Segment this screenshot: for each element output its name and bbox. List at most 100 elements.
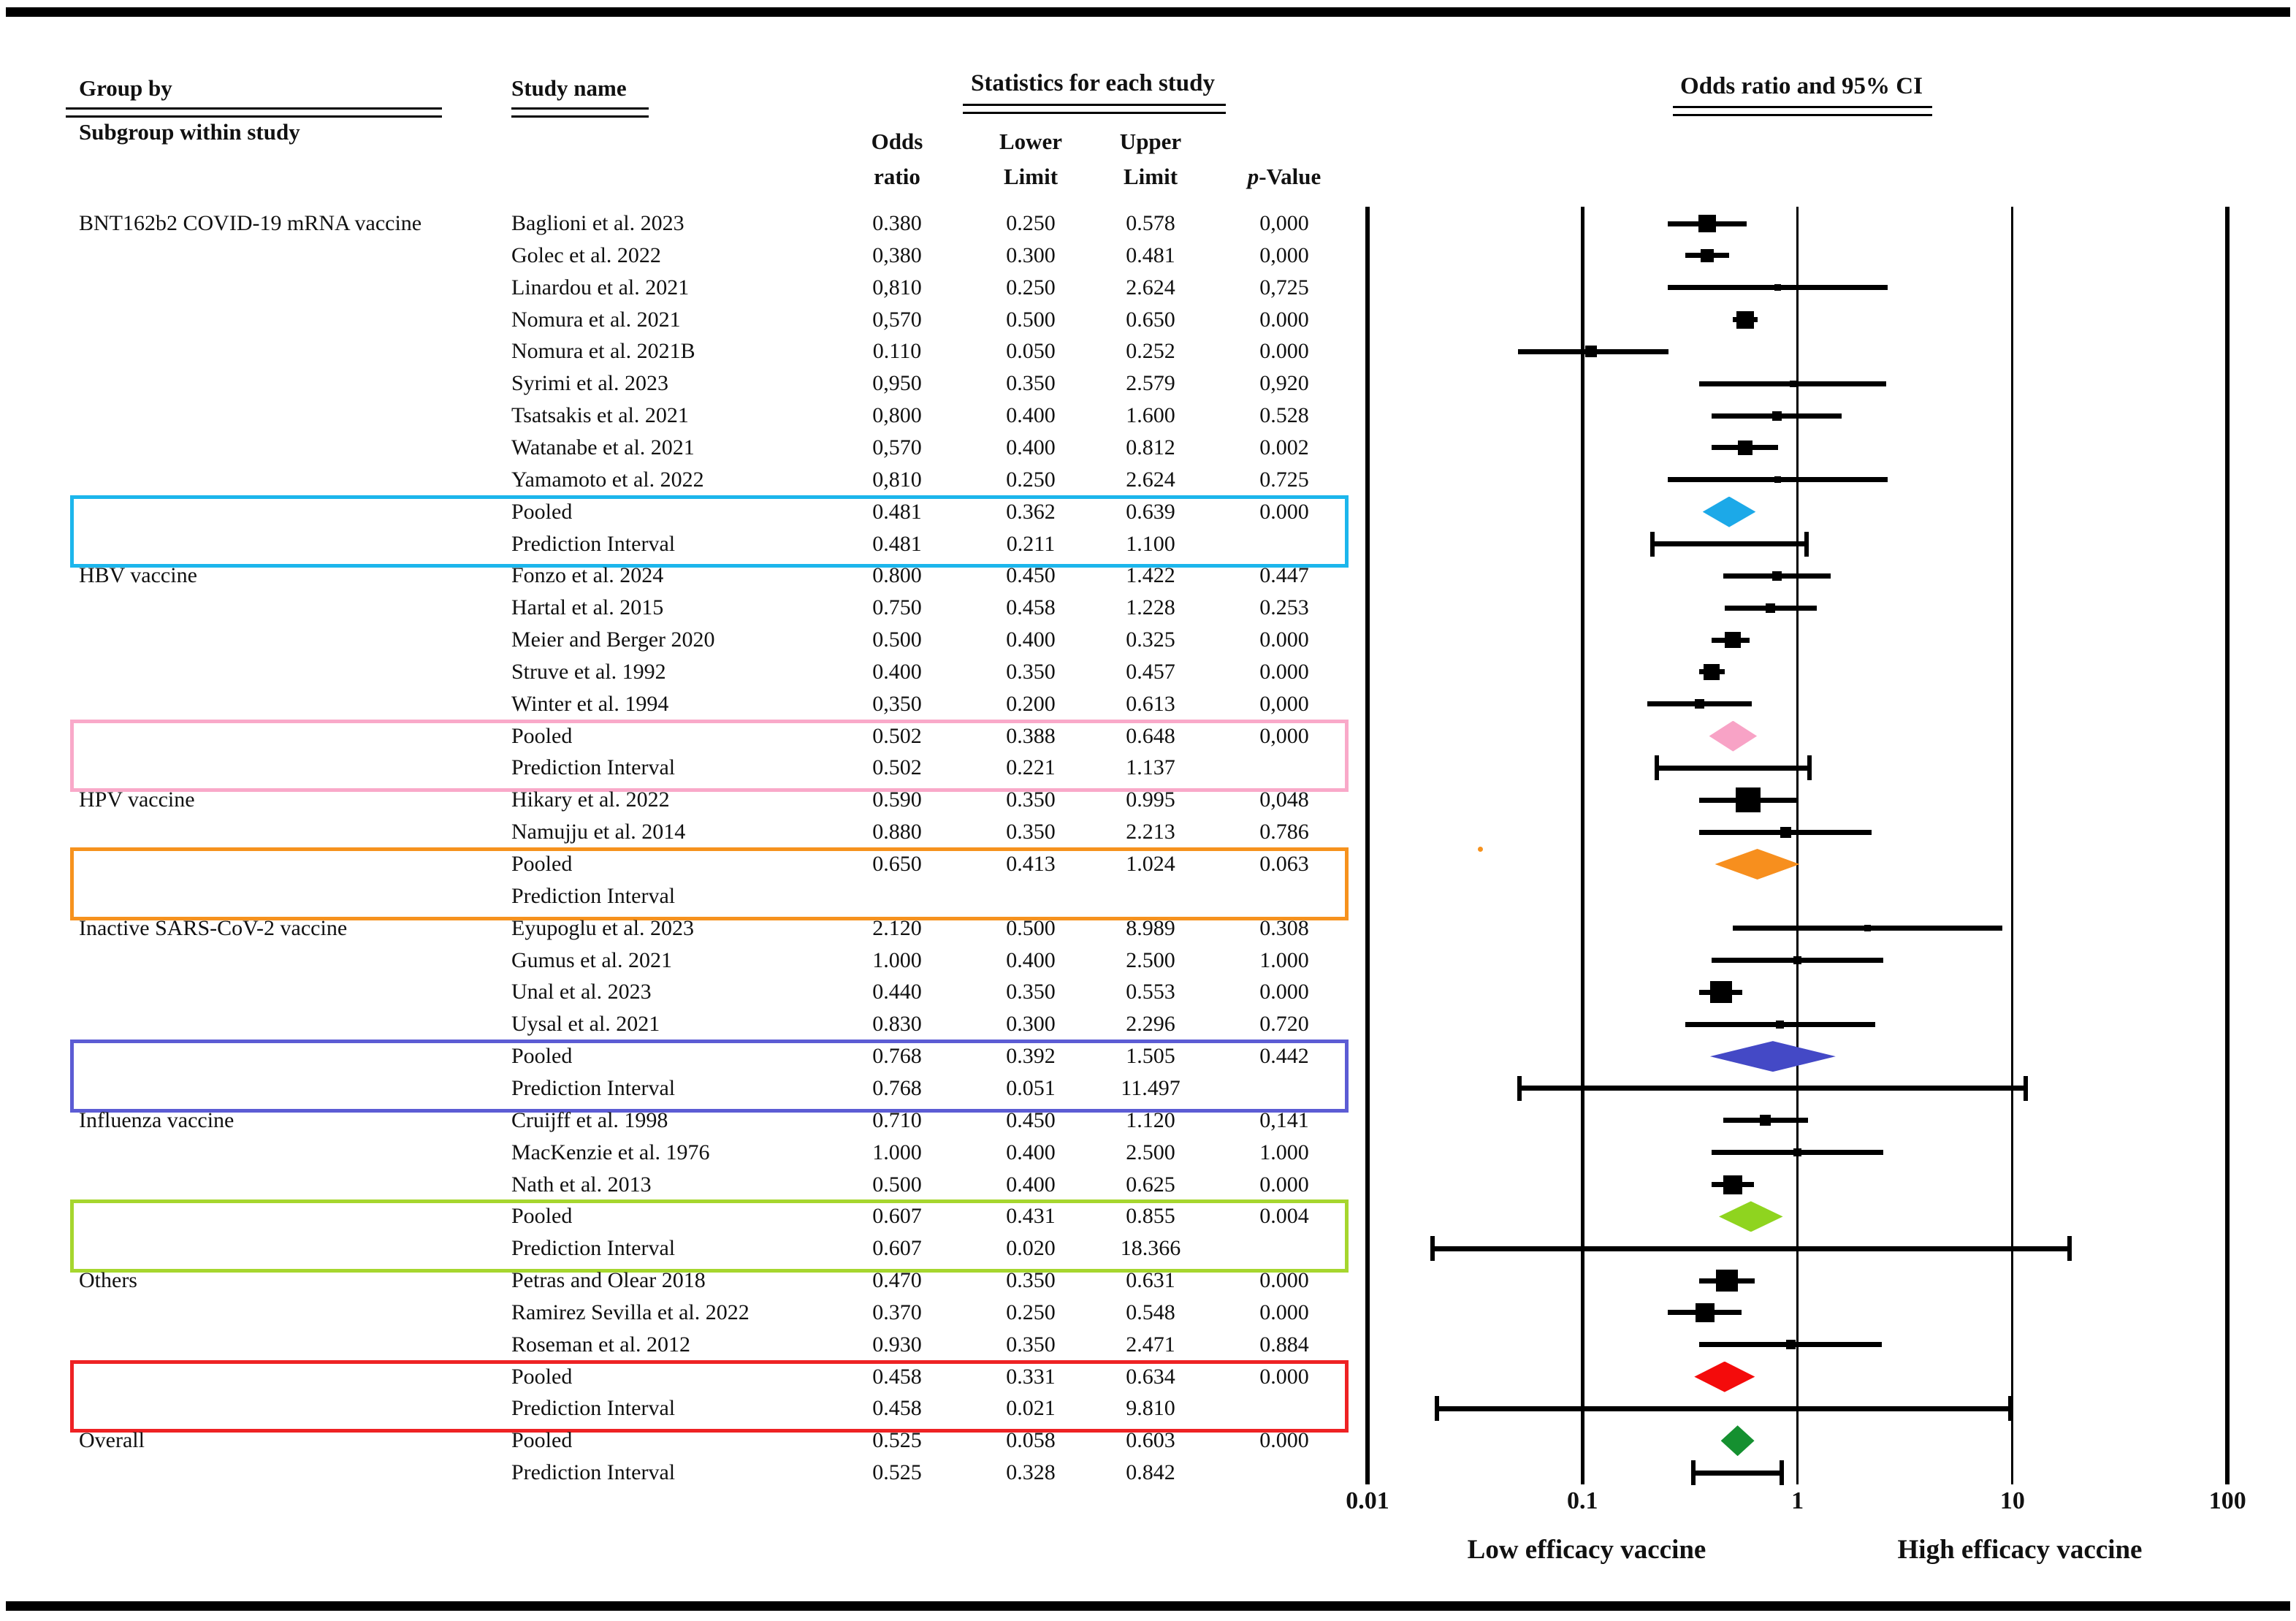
odds-ratio-cell: 0.458 (872, 1364, 922, 1389)
lower-limit-cell: 0.050 (1006, 339, 1056, 364)
study-label: Namujju et al. 2014 (511, 820, 686, 844)
upper-limit-cell: 1.600 (1126, 403, 1175, 428)
group-by-header: Group by (79, 75, 172, 101)
upper-limit-cell: 1.422 (1126, 563, 1175, 588)
odds-ratio-cell: 0.500 (872, 628, 922, 652)
p-value-cell: 0.004 (1259, 1204, 1309, 1229)
upper-limit-cell: 8.989 (1126, 915, 1175, 940)
odds-ratio-cell: 0.500 (872, 1172, 922, 1197)
study-label: Prediction Interval (511, 1460, 676, 1485)
study-point-square (1771, 411, 1782, 421)
bottom-border-bar (6, 1601, 2290, 1611)
odds-ratio-cell: 0.768 (872, 1075, 922, 1100)
study-name-header: Study name (511, 75, 627, 101)
group-label: BNT162b2 COVID-19 mRNA vaccine (79, 211, 422, 235)
odds-ratio-cell: 0.607 (872, 1204, 922, 1229)
odds-ratio-cell: 0.370 (872, 1300, 922, 1324)
upper-limit-cell: 2.296 (1126, 1012, 1175, 1037)
tick-label-0.01: 0.01 (1346, 1487, 1389, 1514)
low-efficacy-caption: Low efficacy vaccine (1467, 1535, 1706, 1565)
upper-header-line2: Limit (1123, 164, 1178, 189)
stats-title: Statistics for each study (971, 70, 1215, 96)
lower-limit-cell: 0.458 (1006, 595, 1056, 620)
upper-limit-cell: 2.500 (1126, 1140, 1175, 1164)
study-label: Pooled (511, 852, 573, 876)
p-value-cell: 0,000 (1259, 723, 1309, 748)
tick-label-10: 10 (1999, 1487, 2025, 1514)
p-value-cell: 0.000 (1259, 1364, 1309, 1389)
study-label: Roseman et al. 2012 (511, 1332, 690, 1357)
group-label: Overall (79, 1428, 145, 1453)
p-value-header-rest: -Value (1259, 164, 1321, 189)
p-value-cell: 0,725 (1259, 275, 1309, 300)
study-label: Pooled (511, 1428, 573, 1453)
odds-ratio-cell: 0,350 (872, 691, 922, 716)
p-value-cell: 0.063 (1259, 852, 1309, 876)
upper-limit-cell: 0.855 (1126, 1204, 1175, 1229)
odds-ratio-cell: 0.930 (872, 1332, 922, 1357)
study-label: MacKenzie et al. 1976 (511, 1140, 710, 1164)
group-summary-box (70, 1040, 1349, 1113)
study-label: Struve et al. 1992 (511, 659, 666, 684)
upper-limit-cell: 0.603 (1126, 1428, 1175, 1453)
pooled-diamond (1709, 1041, 1836, 1072)
p-value-cell: 0.442 (1259, 1044, 1309, 1069)
p-value-cell: 0.000 (1259, 499, 1309, 524)
lower-header-line2: Limit (1003, 164, 1059, 189)
gridline-0.1 (1580, 207, 1584, 1484)
upper-limit-cell: 0.842 (1126, 1460, 1175, 1485)
p-value-cell: 0.725 (1259, 467, 1309, 492)
study-label: Syrimi et al. 2023 (511, 371, 668, 396)
study-point-square (1774, 284, 1782, 291)
prediction-interval-cap-right (1807, 755, 1812, 781)
study-point-square (1723, 1175, 1742, 1194)
study-label: Prediction Interval (511, 883, 676, 908)
upper-limit-cell: 11.497 (1121, 1075, 1181, 1100)
upper-limit-cell: 0.548 (1126, 1300, 1175, 1324)
study-label: Ramirez Sevilla et al. 2022 (511, 1300, 750, 1324)
group-summary-box (70, 1359, 1349, 1433)
odds-ratio-cell: 0,570 (872, 307, 922, 332)
lower-limit-cell: 0.392 (1006, 1044, 1056, 1069)
odds-ratio-cell: 0.481 (872, 499, 922, 524)
lower-limit-cell: 0.450 (1006, 1107, 1056, 1132)
prediction-interval-line (1656, 765, 1809, 771)
p-value-cell: 0.000 (1259, 339, 1309, 364)
study-point-square (1704, 663, 1720, 680)
p-value-cell: 0.000 (1259, 659, 1309, 684)
odds-ratio-cell: 0.880 (872, 820, 922, 844)
pooled-diamond (1709, 720, 1758, 752)
prediction-interval-cap-left (1517, 1075, 1522, 1101)
odds-ratio-cell: 0,950 (872, 371, 922, 396)
study-point-square (1736, 310, 1754, 329)
lower-limit-cell: 0.221 (1006, 755, 1056, 780)
odds-ratio-cell: 1.000 (872, 1140, 922, 1164)
stray-orange-dot (1478, 847, 1483, 852)
lower-limit-cell: 0.200 (1006, 691, 1056, 716)
p-value-cell: 0.000 (1259, 980, 1309, 1004)
upper-header-line1: Upper (1119, 129, 1182, 154)
prediction-interval-cap-right (2023, 1075, 2028, 1101)
upper-limit-cell: 0.631 (1126, 1268, 1175, 1293)
prediction-interval-cap-right (1804, 531, 1809, 557)
p-value-cell: 0,141 (1259, 1107, 1309, 1132)
lower-limit-cell: 0.350 (1006, 1332, 1056, 1357)
prediction-interval-cap-left (1654, 755, 1659, 781)
study-label: Golec et al. 2022 (511, 243, 661, 267)
study-point-square (1793, 1148, 1802, 1157)
upper-limit-cell: 0.648 (1126, 723, 1175, 748)
odds-ratio-cell: 0.768 (872, 1044, 922, 1069)
lower-limit-cell: 0.328 (1006, 1460, 1056, 1485)
study-point-square (1793, 956, 1802, 965)
study-label: Pooled (511, 723, 573, 748)
lower-limit-cell: 0.250 (1006, 467, 1056, 492)
high-efficacy-caption: High efficacy vaccine (1897, 1535, 2143, 1565)
lower-limit-cell: 0.058 (1006, 1428, 1056, 1453)
prediction-interval-line (1519, 1086, 2026, 1091)
study-label: Winter et al. 1994 (511, 691, 669, 716)
odds-ratio-cell: 0.400 (872, 659, 922, 684)
study-point-square (1709, 981, 1732, 1004)
lower-limit-cell: 0.362 (1006, 499, 1056, 524)
lower-header-line1: Lower (999, 129, 1063, 154)
prediction-interval-cap-right (1779, 1460, 1784, 1486)
